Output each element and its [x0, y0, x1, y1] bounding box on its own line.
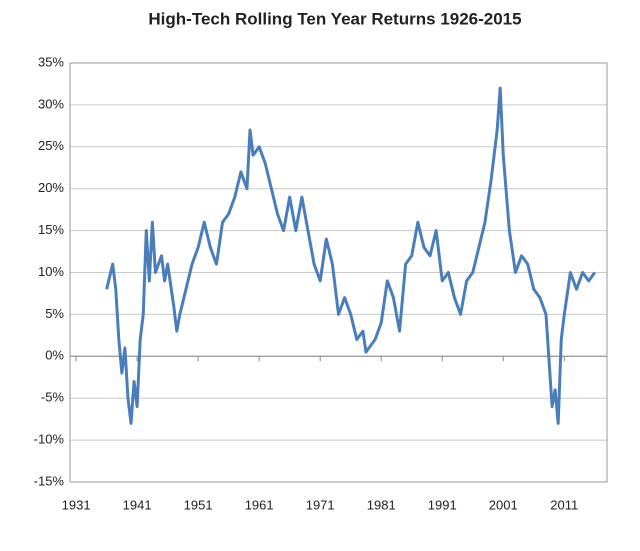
- y-tick-label: 35%: [38, 54, 64, 69]
- x-tick-label: 1971: [306, 497, 335, 512]
- x-tick-label: 2001: [489, 497, 518, 512]
- x-tick-label: 1991: [428, 497, 457, 512]
- x-tick-label: 1951: [184, 497, 213, 512]
- y-tick-label: 5%: [45, 306, 64, 321]
- y-tick-label: 15%: [38, 222, 64, 237]
- series-line: [105, 86, 597, 425]
- plot-frame: [69, 62, 608, 483]
- y-tick-label: 0%: [45, 348, 64, 363]
- y-tick-label: -5%: [41, 390, 65, 405]
- x-tick-label: 1961: [245, 497, 274, 512]
- y-tick-label: 30%: [38, 96, 64, 111]
- y-tick-label: 10%: [38, 264, 64, 279]
- y-tick-label: -15%: [34, 473, 65, 488]
- x-tick-label: 1941: [123, 497, 152, 512]
- y-tick-label: 20%: [38, 180, 64, 195]
- x-tick-label: 1981: [367, 497, 396, 512]
- x-tick-label: 2011: [550, 497, 578, 512]
- x-tick-label: 1931: [62, 497, 91, 512]
- y-tick-label: 25%: [38, 138, 64, 153]
- chart-title: High-Tech Rolling Ten Year Returns 1926-…: [148, 9, 521, 28]
- y-tick-label: -10%: [34, 432, 65, 447]
